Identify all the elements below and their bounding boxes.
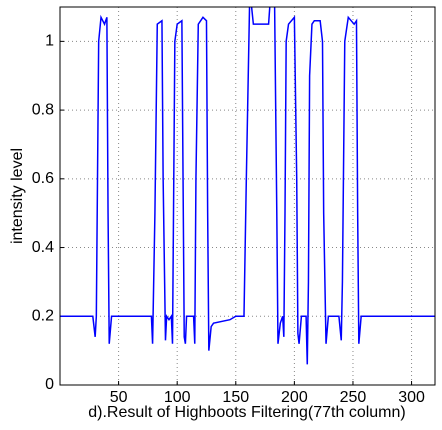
x-tick-label: 200 xyxy=(281,389,308,406)
y-tick-label: 0.2 xyxy=(32,307,54,324)
y-tick-label: 0.4 xyxy=(32,239,54,256)
x-tick-label: 250 xyxy=(340,389,367,406)
axes-frame xyxy=(59,6,436,386)
y-tick-label: 1 xyxy=(45,33,54,50)
y-tick-label: 0 xyxy=(45,376,54,393)
x-tick-label: 300 xyxy=(398,389,425,406)
y-axis-label: intensity level xyxy=(9,148,26,244)
plot-area xyxy=(60,7,435,385)
x-tick-label: 50 xyxy=(110,389,128,406)
y-tick-label: 0.8 xyxy=(32,101,54,118)
x-axis-label: d).Result of Highboots Filtering(77th co… xyxy=(88,404,405,421)
x-tick-label: 100 xyxy=(164,389,191,406)
x-tick-label: 150 xyxy=(222,389,249,406)
data-line xyxy=(60,7,435,365)
y-tick-label: 0.6 xyxy=(32,170,54,187)
